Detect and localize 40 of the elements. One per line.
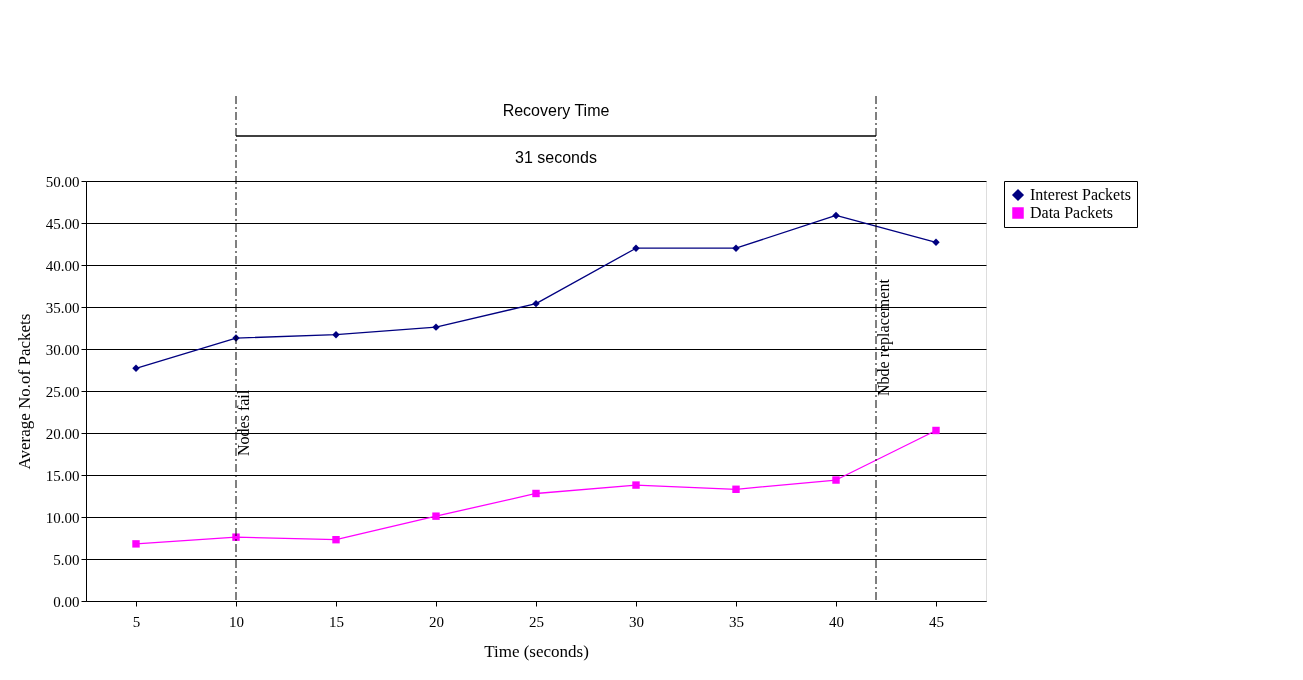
y-tick-label: 10.00 (45, 509, 80, 526)
x-tick-label: 40 (829, 613, 844, 630)
y-tick-label: 20.00 (45, 425, 80, 442)
x-axis-title: Time (seconds) (484, 641, 589, 661)
legend-label: Interest Packets (1030, 186, 1131, 203)
point (132, 364, 140, 373)
y-tick-label: 15.00 (45, 467, 80, 484)
legend-label: Data Packets (1030, 204, 1114, 221)
point (632, 481, 640, 489)
text: 31 seconds (515, 149, 597, 166)
y-tick-label: 50.00 (45, 173, 80, 190)
point (532, 299, 540, 308)
point (132, 540, 140, 548)
point (532, 489, 540, 498)
x-tick-label: 25 (529, 613, 544, 630)
x-tick-label: 10 (229, 613, 244, 630)
y-tick-label: 25.00 (45, 383, 80, 400)
x-tick-label: 30 (629, 613, 644, 630)
point (732, 485, 740, 493)
y-tick-label: 40.00 (45, 257, 80, 274)
point (932, 426, 940, 435)
x-tick-label: 35 (729, 613, 744, 630)
point (332, 535, 340, 544)
x-tick-label: 15 (329, 613, 344, 630)
y-axis-title: Average No.of Packets (14, 313, 34, 470)
point (932, 238, 940, 247)
point (832, 476, 840, 484)
y-tick-label: 35.00 (45, 299, 80, 316)
text: Recovery Time (502, 102, 610, 119)
x-tick-label: 20 (429, 613, 444, 630)
y-tick-label: 0.00 (53, 593, 80, 610)
point (432, 512, 440, 520)
y-tick-label: 45.00 (45, 215, 80, 232)
y-tick-label: 30.00 (45, 341, 80, 358)
point (832, 211, 840, 220)
x-tick-label: 5 (132, 613, 141, 630)
x-tick-label: 45 (929, 613, 944, 630)
ref-line-label: Nbde replacement (875, 278, 893, 396)
ref-line-label: Nodes fail (235, 389, 252, 456)
y-tick-label: 5.00 (53, 551, 80, 568)
